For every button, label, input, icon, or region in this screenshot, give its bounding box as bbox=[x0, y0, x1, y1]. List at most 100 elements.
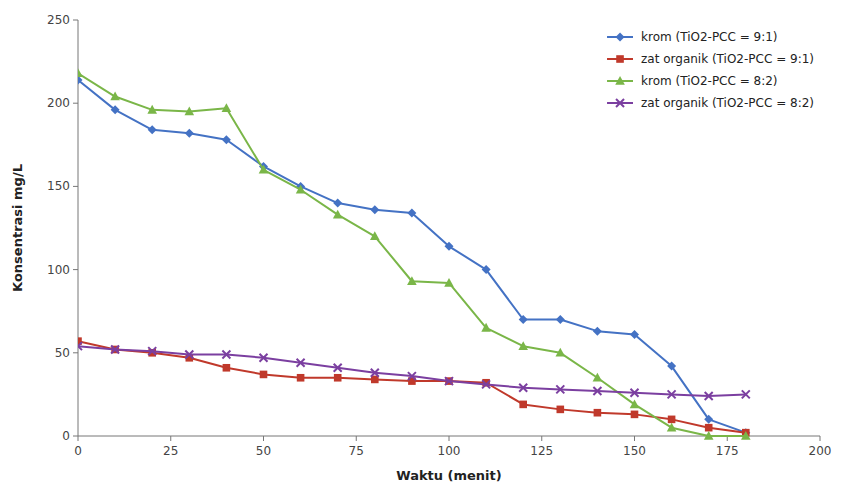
data-point bbox=[333, 199, 342, 208]
data-point bbox=[297, 359, 305, 367]
legend: krom (TiO2-PCC = 9:1) zat organik (TiO2-P… bbox=[607, 30, 814, 110]
series-line bbox=[78, 341, 746, 433]
data-point bbox=[741, 431, 751, 440]
data-point bbox=[111, 105, 120, 114]
data-point bbox=[630, 399, 640, 408]
data-point bbox=[444, 278, 454, 287]
data-point bbox=[259, 165, 269, 174]
x-tick-label: 200 bbox=[809, 444, 832, 458]
y-tick-label: 100 bbox=[47, 263, 70, 277]
x-tick bbox=[356, 436, 357, 441]
y-axis-title: Konsentrasi mg/L bbox=[10, 164, 25, 292]
data-point bbox=[148, 125, 157, 134]
data-point bbox=[445, 377, 453, 385]
data-point bbox=[445, 242, 454, 251]
data-point bbox=[185, 350, 193, 358]
x-axis-title: Waktu (menit) bbox=[396, 468, 501, 483]
data-point bbox=[334, 374, 342, 382]
x-tick-label: 100 bbox=[438, 444, 461, 458]
legend-marker bbox=[616, 99, 624, 107]
data-point bbox=[667, 423, 677, 432]
y-tick-label: 200 bbox=[47, 96, 70, 110]
x-tick bbox=[820, 436, 821, 441]
legend-label: krom (TiO2-PCC = 9:1) bbox=[641, 30, 778, 44]
legend-marker bbox=[616, 55, 624, 63]
data-point bbox=[556, 315, 565, 324]
data-point bbox=[334, 364, 342, 372]
data-point bbox=[481, 323, 491, 332]
data-point bbox=[260, 371, 268, 379]
data-point bbox=[705, 392, 713, 400]
plot-area bbox=[78, 68, 751, 440]
y-tick-label: 50 bbox=[55, 346, 70, 360]
data-point bbox=[519, 384, 527, 392]
y-tick bbox=[73, 352, 78, 353]
data-point bbox=[704, 431, 714, 440]
data-point bbox=[222, 350, 230, 358]
data-point bbox=[519, 315, 528, 324]
data-point bbox=[296, 185, 306, 194]
data-point bbox=[222, 103, 232, 112]
data-point bbox=[111, 345, 119, 353]
legend-label: zat organik (TiO2-PCC = 8:2) bbox=[641, 96, 814, 110]
data-point bbox=[518, 341, 528, 350]
data-point bbox=[593, 387, 601, 395]
data-point bbox=[407, 276, 417, 285]
x-tick bbox=[170, 436, 171, 441]
data-point bbox=[742, 390, 750, 398]
x-tick-label: 150 bbox=[623, 444, 646, 458]
data-point bbox=[371, 369, 379, 377]
x-tick-label: 50 bbox=[256, 444, 271, 458]
legend-label: krom (TiO2-PCC = 8:2) bbox=[641, 74, 778, 88]
data-point bbox=[370, 205, 379, 214]
y-tick bbox=[73, 103, 78, 104]
data-point bbox=[482, 380, 490, 388]
x-tick-label: 25 bbox=[163, 444, 178, 458]
data-point bbox=[482, 265, 491, 274]
data-point bbox=[408, 372, 416, 380]
series-line bbox=[78, 73, 746, 436]
y-tick bbox=[73, 20, 78, 21]
data-point bbox=[297, 374, 305, 382]
data-point bbox=[519, 401, 527, 409]
data-point bbox=[630, 330, 639, 339]
data-point bbox=[222, 135, 231, 144]
data-point bbox=[593, 373, 603, 382]
y-tick-label: 250 bbox=[47, 13, 70, 27]
x-tick bbox=[263, 436, 264, 441]
x-tick bbox=[541, 436, 542, 441]
data-point bbox=[668, 390, 676, 398]
data-point bbox=[370, 231, 380, 240]
x-tick-label: 175 bbox=[716, 444, 739, 458]
data-point bbox=[704, 415, 713, 424]
chart-container: 0255075100125150175200050100150200250Wak… bbox=[0, 0, 842, 494]
data-point bbox=[333, 210, 343, 219]
y-tick-label: 150 bbox=[47, 179, 70, 193]
data-point bbox=[593, 327, 602, 336]
y-tick bbox=[73, 186, 78, 187]
data-point bbox=[223, 364, 231, 372]
y-tick bbox=[73, 269, 78, 270]
data-point bbox=[148, 347, 156, 355]
data-point bbox=[631, 389, 639, 397]
x-tick bbox=[449, 436, 450, 441]
legend-label: zat organik (TiO2-PCC = 9:1) bbox=[641, 52, 814, 66]
data-point bbox=[78, 68, 83, 77]
data-point bbox=[185, 107, 195, 116]
y-tick bbox=[73, 436, 78, 437]
data-point bbox=[557, 406, 565, 414]
y-tick-label: 0 bbox=[62, 429, 70, 443]
data-point bbox=[556, 385, 564, 393]
data-point bbox=[668, 416, 676, 424]
data-point bbox=[78, 342, 82, 350]
data-point bbox=[594, 409, 602, 417]
x-tick-label: 75 bbox=[349, 444, 364, 458]
chart-svg: 0255075100125150175200050100150200250Wak… bbox=[0, 0, 842, 494]
data-point bbox=[185, 129, 194, 138]
data-point bbox=[147, 105, 157, 114]
data-point bbox=[556, 348, 566, 357]
series-line bbox=[78, 80, 746, 433]
data-point bbox=[260, 354, 268, 362]
x-tick-label: 125 bbox=[530, 444, 553, 458]
data-point bbox=[667, 362, 676, 371]
